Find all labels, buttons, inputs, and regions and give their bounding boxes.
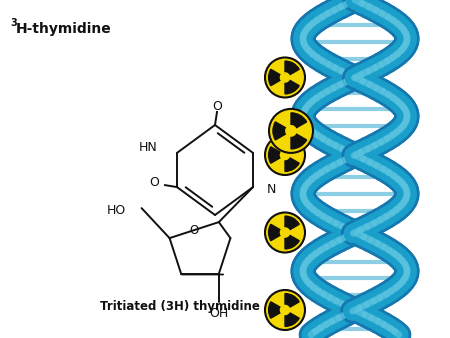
Circle shape (281, 151, 288, 159)
Circle shape (287, 127, 295, 135)
Text: O: O (189, 224, 199, 237)
Wedge shape (291, 134, 306, 149)
Circle shape (281, 307, 288, 314)
Circle shape (265, 213, 305, 252)
Wedge shape (269, 224, 280, 241)
Wedge shape (285, 139, 299, 152)
Wedge shape (285, 158, 299, 171)
Text: HN: HN (138, 141, 157, 154)
Wedge shape (269, 302, 280, 318)
Text: 3: 3 (10, 18, 17, 28)
Wedge shape (285, 236, 299, 249)
Circle shape (281, 229, 288, 236)
Text: Tritiated (3H) thymidine: Tritiated (3H) thymidine (100, 300, 260, 313)
Circle shape (265, 57, 305, 97)
Text: N: N (267, 183, 276, 196)
Circle shape (265, 135, 305, 175)
Circle shape (269, 109, 313, 153)
Text: O: O (212, 100, 222, 114)
Wedge shape (269, 147, 280, 163)
Circle shape (281, 74, 288, 81)
Text: OH: OH (209, 307, 229, 320)
Circle shape (265, 290, 305, 330)
Text: HO: HO (106, 203, 126, 217)
Text: O: O (149, 176, 159, 189)
Wedge shape (291, 113, 306, 128)
Wedge shape (285, 216, 299, 230)
Wedge shape (285, 294, 299, 307)
Wedge shape (285, 313, 299, 327)
Wedge shape (273, 122, 285, 140)
Wedge shape (285, 80, 299, 94)
Wedge shape (285, 61, 299, 74)
Text: H-thymidine: H-thymidine (16, 22, 112, 36)
Wedge shape (269, 69, 280, 86)
